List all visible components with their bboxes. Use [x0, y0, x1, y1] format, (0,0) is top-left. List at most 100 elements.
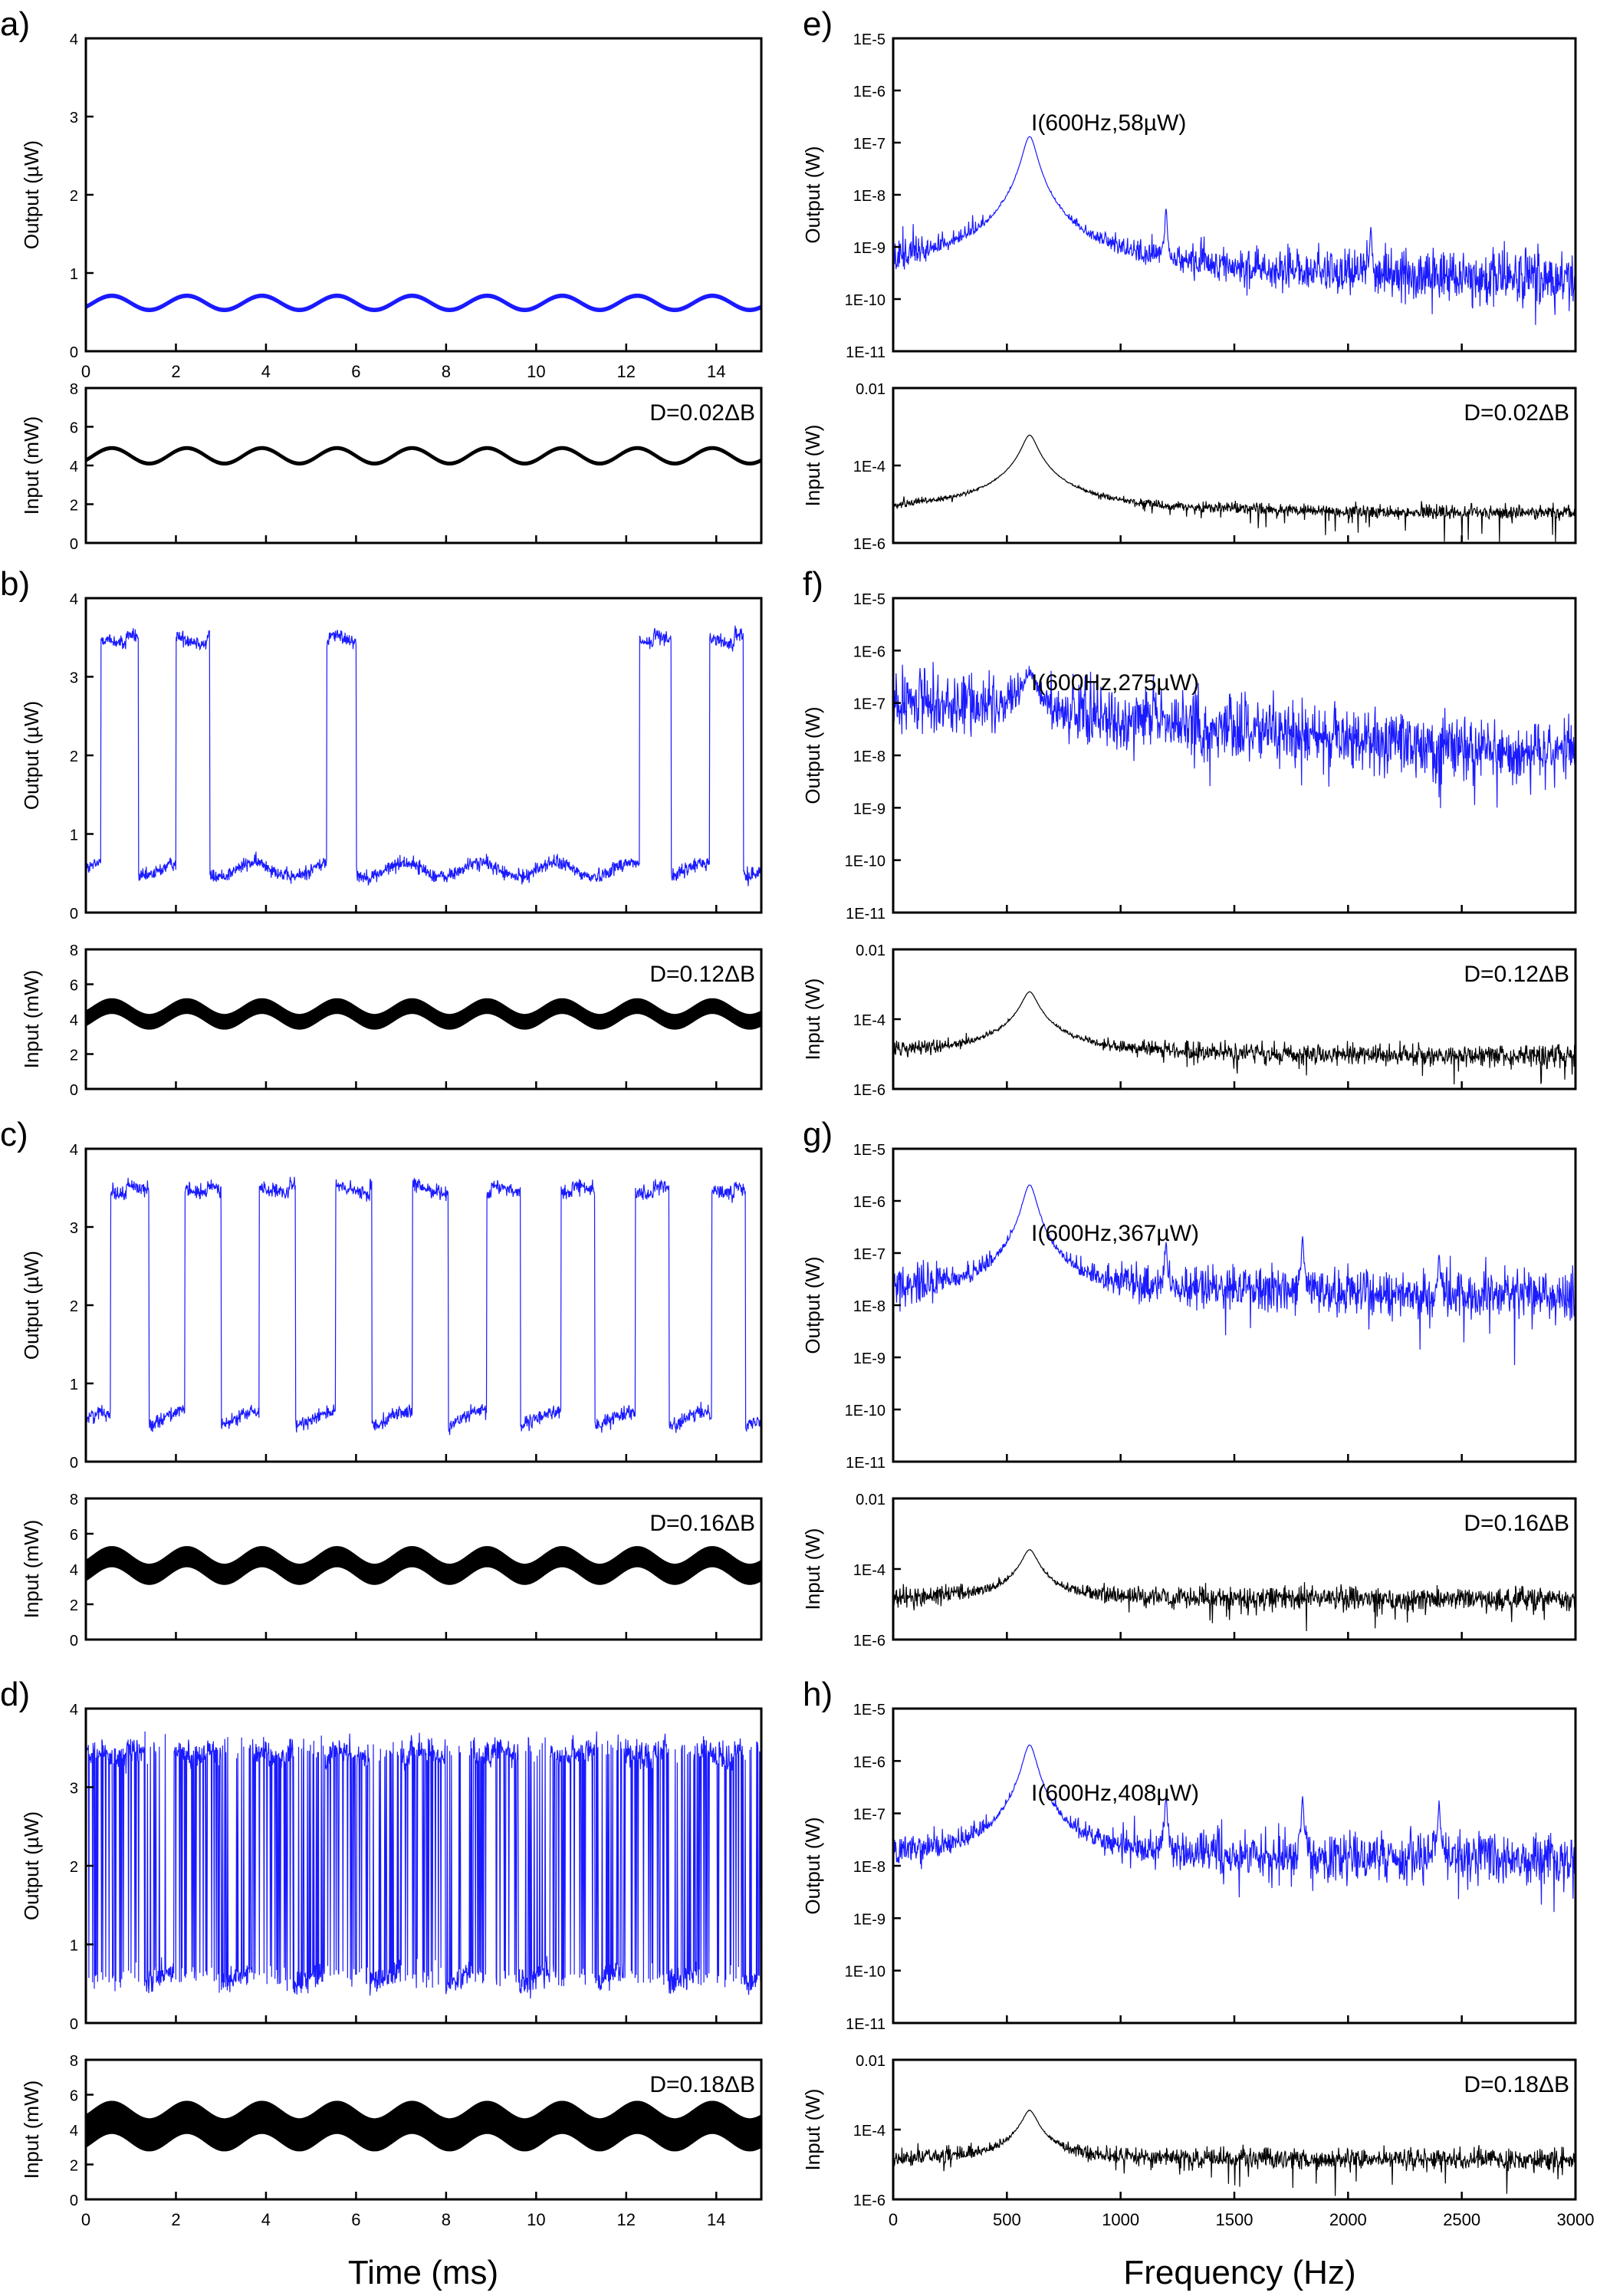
y-tick-label-e-output-2: 1E-9	[853, 240, 886, 257]
panel-h-input: 0 500 1000 1500 2000 2500 3000 1E-6 1E-4 0.01 Inpu…	[801, 2053, 1594, 2229]
panel-e-output: 1E-11 1E-10 1E-9 1E-8 1E-7 1E-6 1E-5 Output (W)…	[801, 5, 1577, 361]
y-tick-label-c-input-0: 0	[70, 1633, 78, 1650]
x-tick-label-h-input-5: 2500	[1443, 2210, 1480, 2229]
y-tick-label-f-output-6: 1E-5	[853, 591, 886, 608]
x-tick-label-d-input-5: 10	[527, 2210, 545, 2229]
y-tick-label-h-output-6: 1E-5	[853, 1702, 886, 1719]
y-tick-label-h-output-4: 1E-7	[853, 1807, 886, 1824]
y-tick-label-a-output-3: 3	[70, 110, 78, 127]
y-tick-label-g-output-1: 1E-10	[845, 1403, 886, 1419]
y-tick-label-g-input-2: 0.01	[856, 1492, 886, 1508]
panel-label-h-output: h)	[803, 1676, 833, 1713]
series-line-f-input	[892, 991, 1576, 1085]
y-tick-label-e-input-2: 0.01	[856, 381, 886, 398]
y-tick-label-g-output-0: 1E-11	[846, 1455, 886, 1472]
y-tick-label-f-output-0: 1E-11	[846, 906, 886, 923]
series-line-d-output	[85, 1731, 762, 1999]
y-axis-label-g-input: Input (W)	[801, 1528, 824, 1610]
y-tick-label-c-input-3: 6	[70, 1527, 78, 1544]
annotation-g-output: I(600Hz,367µW)	[1031, 1221, 1199, 1246]
x-tick-label-d-input-6: 12	[617, 2210, 636, 2229]
annotation-e-input: D=0.02ΔB	[1464, 400, 1569, 426]
panel-label-g-output: g)	[803, 1116, 833, 1153]
series-line-c-output	[85, 1176, 762, 1436]
y-tick-label-f-input-1: 1E-4	[853, 1012, 886, 1029]
series-line-h-input	[892, 2109, 1576, 2196]
y-axis-label-a-input: Input (mW)	[20, 416, 43, 515]
y-tick-label-g-output-6: 1E-5	[853, 1142, 886, 1159]
y-tick-label-b-input-0: 0	[70, 1082, 78, 1099]
x-tick-label-h-input-6: 3000	[1557, 2210, 1595, 2229]
y-tick-label-c-input-4: 8	[70, 1492, 78, 1508]
x-tick-label-d-input-0: 0	[81, 2210, 90, 2229]
y-tick-label-e-output-0: 1E-11	[846, 344, 886, 361]
y-axis-label-h-input: Input (W)	[801, 2089, 824, 2171]
panel-h-output: 1E-11 1E-10 1E-9 1E-8 1E-7 1E-6 1E-5 Output (W)…	[801, 1676, 1577, 2033]
y-tick-label-b-input-3: 6	[70, 978, 78, 995]
y-tick-label-f-output-4: 1E-7	[853, 696, 886, 713]
panel-c-input: 0 2 4 6 8 Input (mW) D=0.16ΔB	[20, 1492, 763, 1650]
panel-b-input: 0 2 4 6 8 Input (mW) D=0.12ΔB	[20, 942, 763, 1099]
y-axis-label-e-output: Output (W)	[801, 146, 824, 243]
panel-d-input: 0 2 4 6 8 10 12 14 0 2 4 6 8 Input (mW) D=0.18ΔB	[20, 2053, 763, 2229]
panel-a-input: 0 2 4 6 8 Input (mW) D=0.02ΔB	[20, 381, 763, 553]
plot-frame-c-output	[84, 1147, 763, 1463]
x-tick-label-d-input-3: 6	[351, 2210, 360, 2229]
annotation-f-output: I(600Hz,275µW)	[1031, 670, 1199, 696]
y-tick-label-h-output-3: 1E-8	[853, 1859, 886, 1876]
x-tick-label-h-input-0: 0	[889, 2210, 898, 2229]
annotation-a-input: D=0.02ΔB	[649, 400, 755, 426]
frequency-axis-title: Frequency (Hz)	[1123, 2254, 1355, 2291]
y-tick-label-e-output-6: 1E-5	[853, 31, 886, 48]
y-tick-label-h-input-2: 0.01	[856, 2053, 886, 2070]
y-tick-label-e-output-1: 1E-10	[845, 292, 886, 309]
time-axis-title: Time (ms)	[348, 2254, 498, 2291]
y-axis-label-d-input: Input (mW)	[20, 2081, 43, 2179]
y-tick-label-e-input-0: 1E-6	[853, 536, 886, 553]
series-line-b-output	[85, 625, 762, 886]
y-axis-label-d-output: Output (µW)	[20, 1811, 43, 1920]
y-tick-label-d-output-3: 3	[70, 1781, 78, 1798]
y-tick-label-b-output-1: 1	[70, 827, 78, 844]
panel-label-a-output: a)	[0, 5, 30, 43]
annotation-g-input: D=0.16ΔB	[1464, 1511, 1569, 1536]
y-tick-label-b-input-2: 4	[70, 1012, 78, 1029]
x-tick-label-h-input-2: 1000	[1102, 2210, 1139, 2229]
y-tick-label-g-output-4: 1E-7	[853, 1246, 886, 1263]
y-tick-label-g-input-1: 1E-4	[853, 1562, 886, 1579]
y-axis-label-b-output: Output (µW)	[20, 701, 43, 810]
y-tick-label-g-output-5: 1E-6	[853, 1194, 886, 1211]
y-axis-label-h-output: Output (W)	[801, 1817, 824, 1914]
x-tick-label-d-input-4: 8	[442, 2210, 451, 2229]
y-tick-label-f-output-3: 1E-8	[853, 748, 886, 765]
y-tick-label-h-input-0: 1E-6	[853, 2192, 886, 2209]
x-tick-label-a-output-5: 10	[527, 362, 545, 381]
annotation-f-input: D=0.12ΔB	[1464, 962, 1569, 987]
y-tick-label-b-input-4: 8	[70, 942, 78, 959]
panel-label-e-output: e)	[803, 5, 833, 43]
panel-label-c-output: c)	[0, 1116, 28, 1153]
panel-e-input: 1E-6 1E-4 0.01 Input (W) D=0.02ΔB	[801, 381, 1577, 553]
annotation-h-output: I(600Hz,408µW)	[1031, 1781, 1199, 1806]
y-tick-label-d-output-4: 4	[70, 1702, 78, 1719]
y-tick-label-c-output-4: 4	[70, 1142, 78, 1159]
y-tick-label-e-output-4: 1E-7	[853, 136, 886, 153]
annotation-b-input: D=0.12ΔB	[649, 962, 755, 987]
y-tick-label-g-output-3: 1E-8	[853, 1298, 886, 1315]
y-tick-label-e-output-3: 1E-8	[853, 188, 886, 205]
x-tick-label-d-input-2: 4	[261, 2210, 271, 2229]
x-tick-label-a-output-6: 12	[617, 362, 636, 381]
series-line-h-output	[892, 1744, 1576, 1913]
y-tick-label-c-input-1: 2	[70, 1597, 78, 1614]
y-tick-label-b-output-2: 2	[70, 748, 78, 765]
y-tick-label-d-input-3: 6	[70, 2088, 78, 2105]
y-tick-label-c-output-3: 3	[70, 1220, 78, 1237]
y-tick-label-g-output-2: 1E-9	[853, 1350, 886, 1367]
y-tick-label-e-input-1: 1E-4	[853, 459, 886, 475]
y-tick-label-f-output-1: 1E-10	[845, 854, 886, 870]
y-tick-label-e-output-5: 1E-6	[853, 84, 886, 100]
panel-g-input: 1E-6 1E-4 0.01 Input (W) D=0.16ΔB	[801, 1492, 1577, 1650]
y-tick-label-c-output-0: 0	[70, 1455, 78, 1472]
y-tick-label-h-output-2: 1E-9	[853, 1911, 886, 1928]
